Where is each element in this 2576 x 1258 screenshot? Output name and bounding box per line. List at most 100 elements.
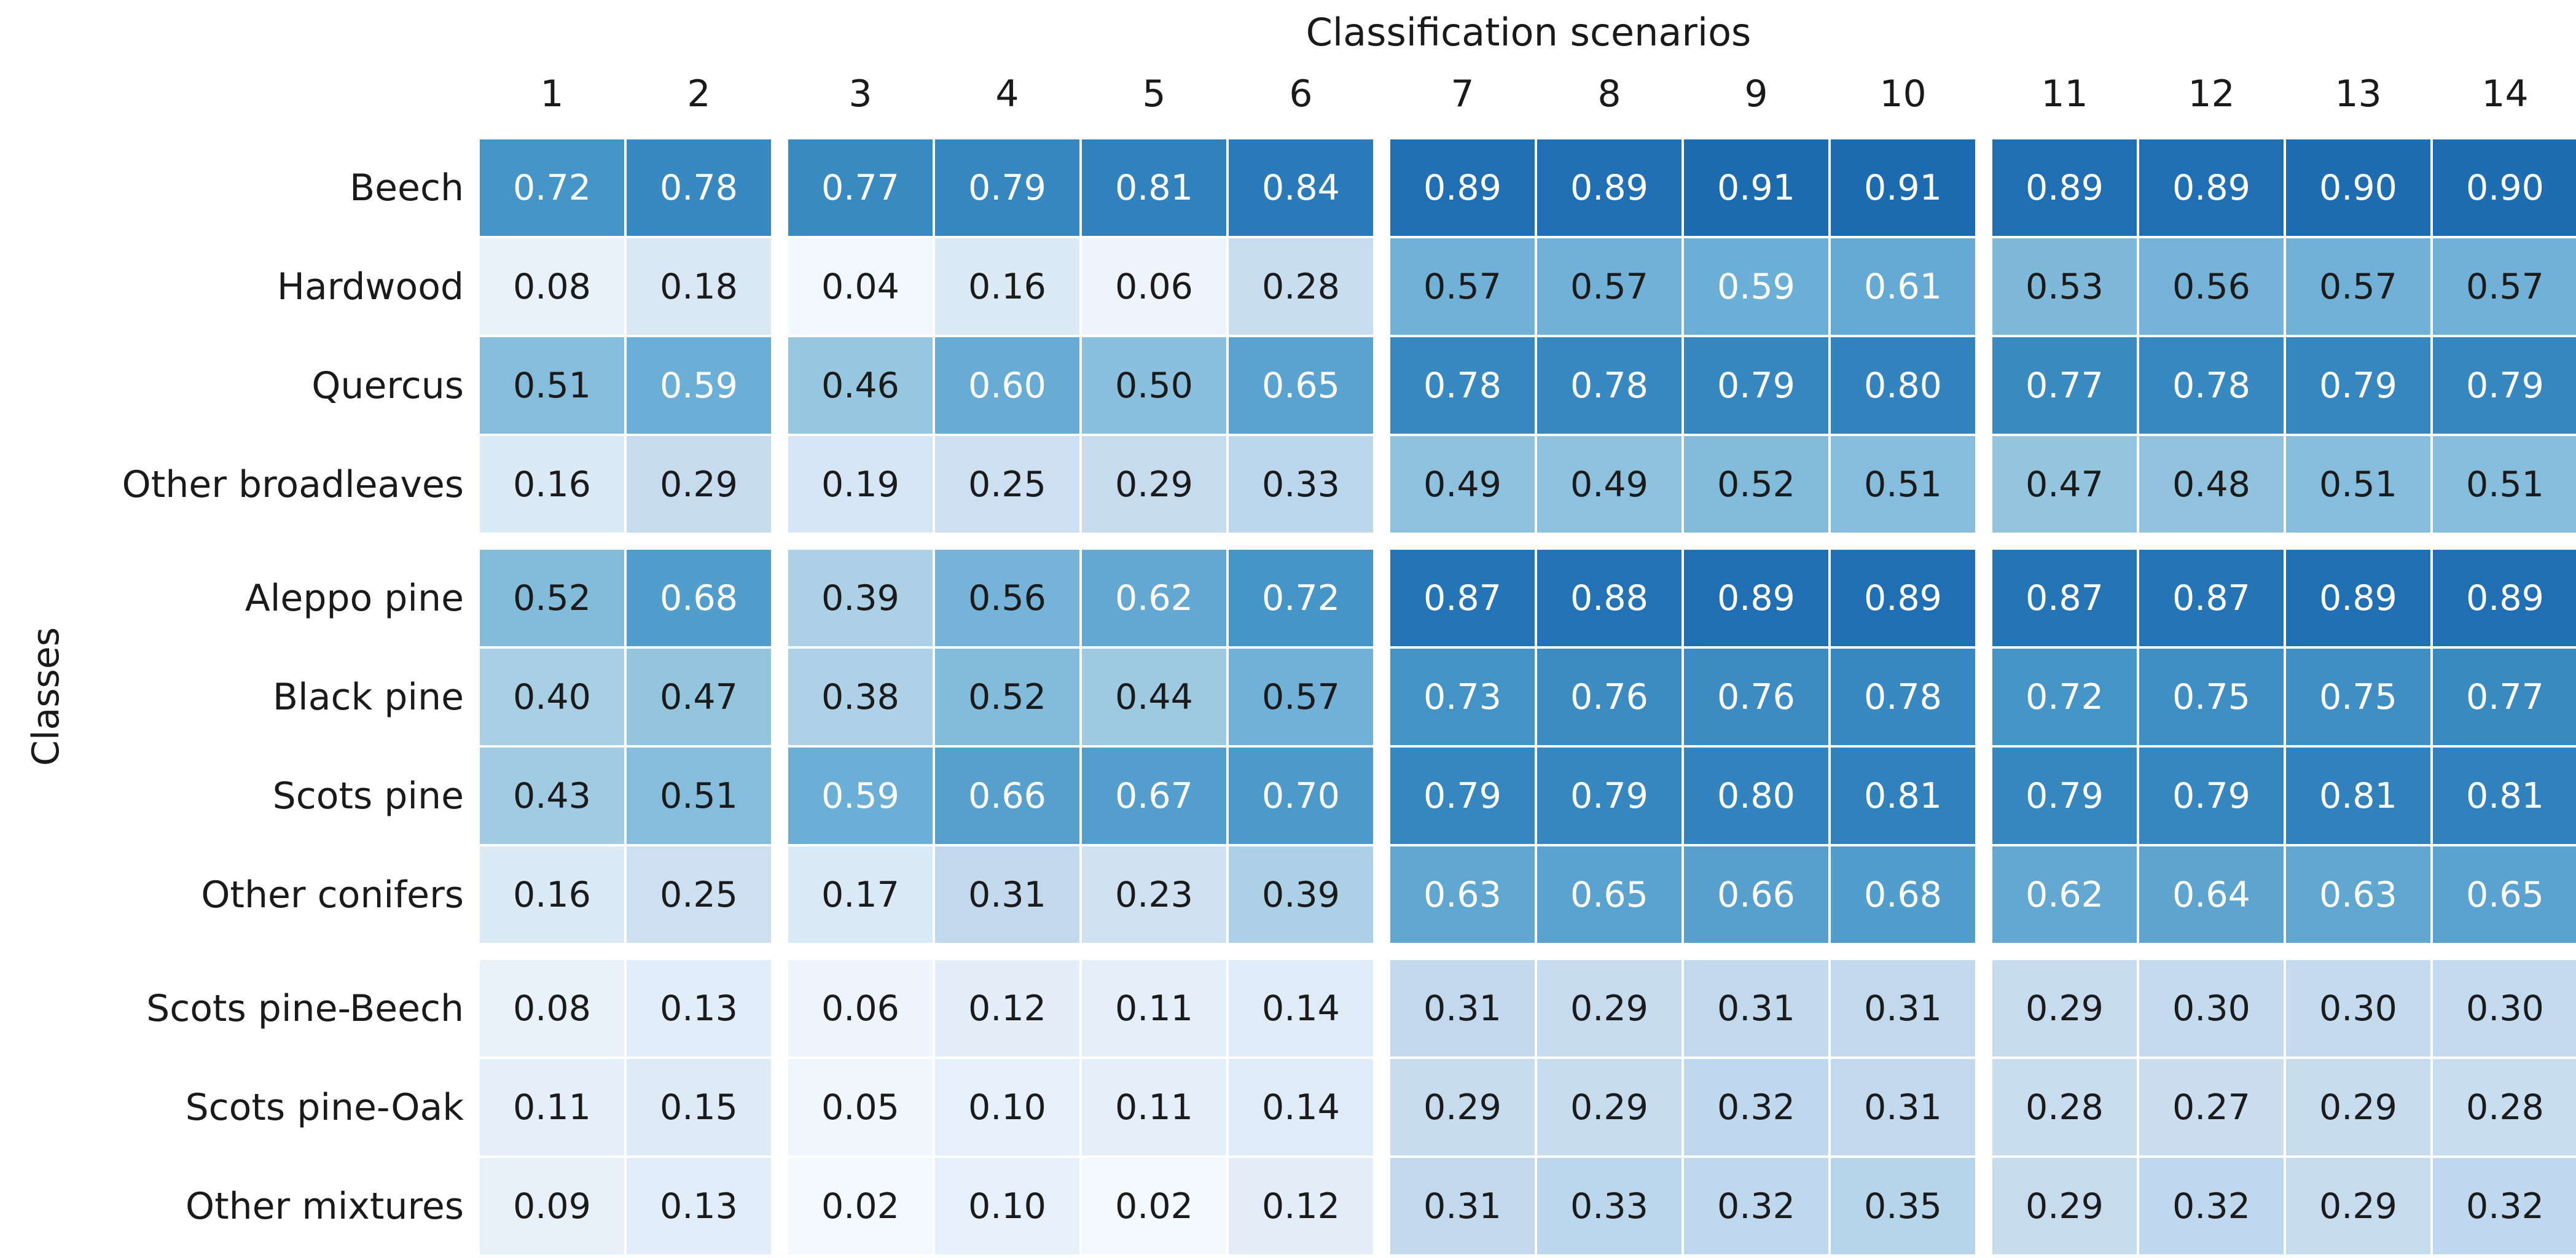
heatmap-cell: 0.73 <box>1390 649 1535 745</box>
heatmap-cell: 0.62 <box>1082 550 1226 646</box>
heatmap-cell: 0.50 <box>1082 337 1226 434</box>
heatmap-cell: 0.08 <box>480 960 624 1057</box>
heatmap-cell: 0.66 <box>935 748 1079 844</box>
column-header: 2 <box>687 72 711 115</box>
heatmap-cell: 0.39 <box>1229 846 1373 943</box>
heatmap-cell: 0.77 <box>788 139 933 236</box>
heatmap-cell: 0.16 <box>935 238 1079 335</box>
heatmap-cell: 0.91 <box>1684 139 1828 236</box>
heatmap-cell: 0.81 <box>1082 139 1226 236</box>
heatmap-cell: 0.29 <box>1082 436 1226 533</box>
heatmap-cell: 0.47 <box>1992 436 2137 533</box>
heatmap-cell: 0.59 <box>1684 238 1828 335</box>
heatmap-cell: 0.38 <box>788 649 933 745</box>
heatmap-cell: 0.30 <box>2139 960 2284 1057</box>
heatmap-cell: 0.08 <box>480 238 624 335</box>
heatmap-cell: 0.91 <box>1831 139 1975 236</box>
heatmap-cell: 0.57 <box>2286 238 2430 335</box>
heatmap-cell: 0.05 <box>788 1059 933 1155</box>
heatmap-row: Other broadleaves 0.16 0.29 0.19 0.25 0.29 0.3… <box>0 436 2576 533</box>
heatmap-cell: 0.89 <box>1537 139 1681 236</box>
heatmap-cell: 0.02 <box>788 1158 933 1254</box>
heatmap-cell: 0.31 <box>1684 960 1828 1057</box>
heatmap-cell: 0.57 <box>1390 238 1535 335</box>
heatmap-cell: 0.25 <box>627 846 771 943</box>
heatmap-cell: 0.31 <box>935 846 1079 943</box>
heatmap-cell: 0.13 <box>627 960 771 1057</box>
heatmap-cell: 0.75 <box>2286 649 2430 745</box>
column-header: 4 <box>995 72 1019 115</box>
heatmap-cell: 0.29 <box>2286 1059 2430 1155</box>
heatmap-cell: 0.72 <box>480 139 624 236</box>
heatmap-cell: 0.90 <box>2286 139 2430 236</box>
column-header: 3 <box>848 72 872 115</box>
heatmap-cell: 0.25 <box>935 436 1079 533</box>
row-label: Beech <box>349 166 464 209</box>
heatmap-cell: 0.59 <box>788 748 933 844</box>
row-label: Hardwood <box>276 265 464 308</box>
heatmap-cell: 0.61 <box>1831 238 1975 335</box>
heatmap-cell: 0.84 <box>1229 139 1373 236</box>
heatmap-cell: 0.77 <box>1992 337 2137 434</box>
heatmap-cell: 0.52 <box>1684 436 1828 533</box>
heatmap-cell: 0.48 <box>2139 436 2284 533</box>
column-headers: 1 2 3 4 5 6 7 8 9 10 11 12 13 14 <box>0 66 2576 122</box>
heatmap-cell: 0.81 <box>2286 748 2430 844</box>
column-header: 11 <box>2041 72 2088 115</box>
heatmap-cell: 0.51 <box>627 748 771 844</box>
heatmap-cell: 0.81 <box>2433 748 2576 844</box>
heatmap-cell: 0.87 <box>1390 550 1535 646</box>
heatmap-cell: 0.57 <box>2433 238 2576 335</box>
heatmap-cell: 0.40 <box>480 649 624 745</box>
heatmap-cell: 0.79 <box>2286 337 2430 434</box>
heatmap-cell: 0.32 <box>2433 1158 2576 1254</box>
heatmap-cell: 0.49 <box>1537 436 1681 533</box>
heatmap-cell: 0.28 <box>2433 1059 2576 1155</box>
heatmap-cell: 0.31 <box>1390 960 1535 1057</box>
heatmap-cell: 0.29 <box>1390 1059 1535 1155</box>
row-label: Scots pine-Oak <box>185 1085 464 1129</box>
heatmap-cell: 0.32 <box>1684 1059 1828 1155</box>
heatmap-cell: 0.89 <box>1831 550 1975 646</box>
heatmap-cell: 0.46 <box>788 337 933 434</box>
heatmap-row: Scots pine 0.43 0.51 0.59 0.66 0.67 0.70 0.79 0.… <box>0 748 2576 844</box>
heatmap-cell: 0.19 <box>788 436 933 533</box>
heatmap-cell: 0.29 <box>1537 1059 1681 1155</box>
heatmap-cell: 0.39 <box>788 550 933 646</box>
heatmap-cell: 0.52 <box>935 649 1079 745</box>
heatmap-cell: 0.31 <box>1831 1059 1975 1155</box>
heatmap-row: Other conifers 0.16 0.25 0.17 0.31 0.23 0.39 0.… <box>0 846 2576 943</box>
heatmap-cell: 0.06 <box>1082 238 1226 335</box>
heatmap-cell: 0.18 <box>627 238 771 335</box>
column-header: 6 <box>1289 72 1313 115</box>
column-header: 8 <box>1597 72 1621 115</box>
heatmap-cell: 0.87 <box>1992 550 2137 646</box>
column-header: 7 <box>1450 72 1474 115</box>
heatmap-cell: 0.59 <box>627 337 771 434</box>
column-header: 10 <box>1879 72 1927 115</box>
heatmap-cell: 0.14 <box>1229 960 1373 1057</box>
heatmap-cell: 0.72 <box>1229 550 1373 646</box>
heatmap-cell: 0.81 <box>1831 748 1975 844</box>
heatmap-cell: 0.06 <box>788 960 933 1057</box>
heatmap-cell: 0.65 <box>1537 846 1681 943</box>
heatmap-cell: 0.75 <box>2139 649 2284 745</box>
row-label: Aleppo pine <box>245 576 464 620</box>
heatmap-cell: 0.32 <box>2139 1158 2284 1254</box>
row-label: Other broadleaves <box>122 463 464 506</box>
heatmap-cell: 0.28 <box>1992 1059 2137 1155</box>
heatmap-cell: 0.80 <box>1684 748 1828 844</box>
heatmap-cell: 0.67 <box>1082 748 1226 844</box>
heatmap-cell: 0.11 <box>1082 1059 1226 1155</box>
heatmap-cell: 0.79 <box>2139 748 2284 844</box>
heatmap-cell: 0.89 <box>2139 139 2284 236</box>
heatmap-cell: 0.12 <box>1229 1158 1373 1254</box>
heatmap-cell: 0.79 <box>935 139 1079 236</box>
heatmap-cell: 0.79 <box>1390 748 1535 844</box>
heatmap-row: Aleppo pine 0.52 0.68 0.39 0.56 0.62 0.72 0.87 0… <box>0 550 2576 646</box>
heatmap-cell: 0.89 <box>1992 139 2137 236</box>
heatmap-cell: 0.90 <box>2433 139 2576 236</box>
heatmap-cell: 0.29 <box>1992 960 2137 1057</box>
chart-title: Classification scenarios <box>1306 10 1752 55</box>
